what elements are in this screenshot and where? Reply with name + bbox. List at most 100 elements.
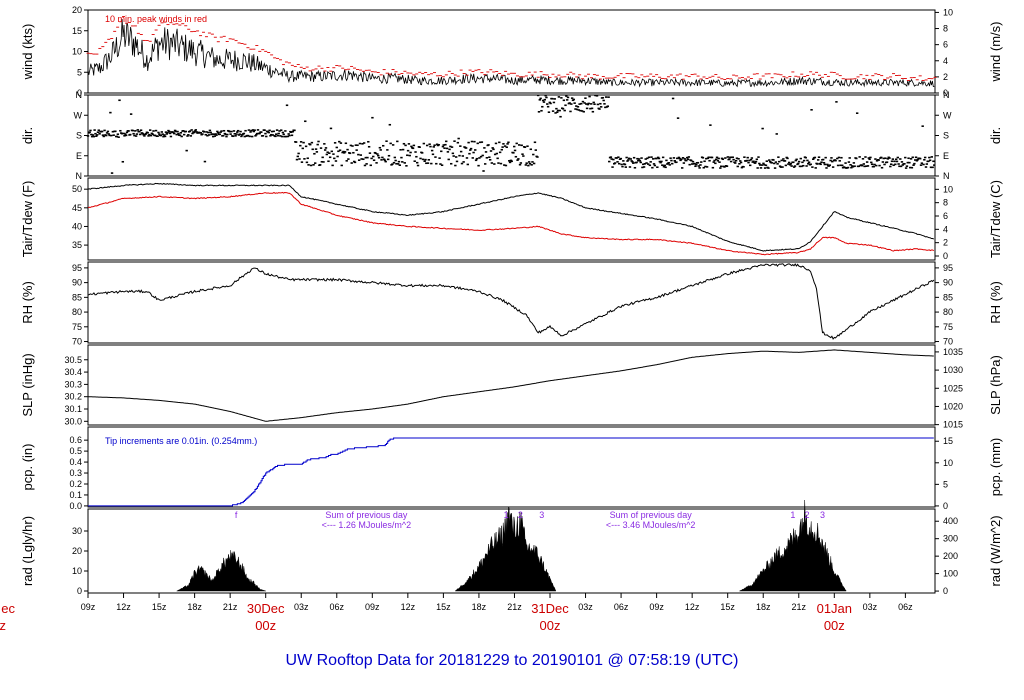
- direction-point: [228, 130, 231, 133]
- direction-point: [376, 153, 379, 155]
- direction-point: [602, 99, 605, 102]
- ytick-label-left: 70: [72, 337, 82, 347]
- direction-point: [175, 133, 178, 136]
- direction-point: [355, 149, 358, 151]
- date-hour-label: 00z: [824, 618, 845, 633]
- direction-point: [356, 144, 359, 147]
- direction-point: [252, 130, 256, 133]
- direction-point: [275, 129, 279, 131]
- xtick-label: 09z: [365, 602, 380, 612]
- ytick-label-right: 1015: [943, 420, 963, 430]
- direction-point: [524, 164, 528, 166]
- direction-point: [139, 129, 143, 132]
- direction-point: [215, 134, 218, 136]
- direction-point: [241, 134, 244, 136]
- direction-point: [501, 146, 504, 148]
- direction-point: [182, 133, 186, 136]
- direction-point: [750, 157, 754, 159]
- ytick-label-right: 1035: [943, 347, 963, 357]
- direction-point: [707, 156, 710, 159]
- direction-point: [204, 133, 207, 136]
- direction-point: [168, 130, 171, 133]
- xtick-label: 21z: [792, 602, 807, 612]
- direction-point: [193, 130, 197, 132]
- direction-point: [231, 135, 235, 138]
- day-sum-line1: Sum of previous day: [325, 510, 408, 520]
- direction-point: [696, 161, 700, 164]
- direction-point: [406, 149, 410, 152]
- direction-point: [711, 166, 715, 169]
- direction-point: [141, 132, 144, 135]
- direction-point: [91, 134, 95, 136]
- direction-point: [734, 162, 737, 164]
- direction-point: [767, 167, 770, 169]
- direction-point: [331, 164, 334, 167]
- direction-point: [703, 160, 706, 163]
- direction-point: [734, 159, 738, 162]
- direction-point: [479, 155, 483, 158]
- direction-point: [173, 132, 176, 135]
- direction-point: [337, 150, 340, 153]
- direction-point: [685, 156, 689, 159]
- direction-point: [280, 129, 283, 131]
- direction-point: [878, 164, 881, 167]
- direction-point: [526, 145, 529, 148]
- direction-point: [335, 146, 338, 149]
- direction-point: [102, 135, 105, 138]
- direction-point: [737, 158, 740, 160]
- direction-point: [653, 164, 657, 167]
- direction-point: [431, 153, 435, 156]
- direction-point: [565, 95, 568, 97]
- direction-point: [288, 134, 291, 137]
- direction-point: [416, 161, 419, 164]
- xtick-label: 15z: [152, 602, 167, 612]
- direction-point: [824, 156, 827, 159]
- direction-point: [928, 156, 931, 159]
- direction-point: [749, 158, 753, 161]
- xtick-label: 03z: [578, 602, 593, 612]
- direction-point: [264, 132, 267, 135]
- panel-frame-temperature: [87, 177, 936, 261]
- direction-point: [338, 140, 341, 143]
- direction-point: [366, 156, 369, 159]
- direction-point: [445, 147, 449, 150]
- direction-point: [295, 158, 299, 161]
- direction-point: [312, 164, 315, 166]
- direction-point: [715, 158, 718, 161]
- direction-point: [150, 132, 154, 135]
- direction-point: [353, 161, 357, 164]
- direction-point: [630, 160, 633, 162]
- direction-point: [552, 101, 556, 104]
- direction-point: [831, 160, 834, 163]
- direction-point: [235, 133, 238, 135]
- direction-point: [164, 131, 168, 133]
- direction-point: [606, 105, 610, 108]
- ytick-label-left: 0.1: [69, 490, 82, 500]
- direction-point: [729, 156, 732, 159]
- panel-frame-precipitation: [87, 426, 936, 508]
- direction-point: [752, 160, 755, 163]
- direction-point: [462, 161, 465, 163]
- direction-point: [795, 158, 798, 161]
- direction-point: [858, 156, 861, 158]
- direction-point: [265, 135, 268, 138]
- direction-point: [790, 165, 793, 167]
- direction-point: [908, 161, 911, 164]
- series-wind-peak: [86, 16, 937, 81]
- direction-point: [504, 164, 508, 167]
- direction-point: [89, 129, 92, 132]
- direction-point: [365, 163, 368, 165]
- direction-point: [426, 162, 430, 164]
- direction-point: [375, 162, 378, 164]
- direction-point: [410, 145, 413, 148]
- direction-point: [238, 133, 241, 136]
- direction-point: [157, 131, 160, 134]
- direction-point: [250, 135, 254, 138]
- direction-point: [829, 159, 832, 162]
- direction-point: [119, 129, 122, 132]
- direction-point: [645, 162, 648, 164]
- direction-point: [364, 156, 367, 159]
- direction-point: [671, 97, 675, 100]
- direction-point: [394, 159, 397, 162]
- direction-point: [892, 164, 895, 167]
